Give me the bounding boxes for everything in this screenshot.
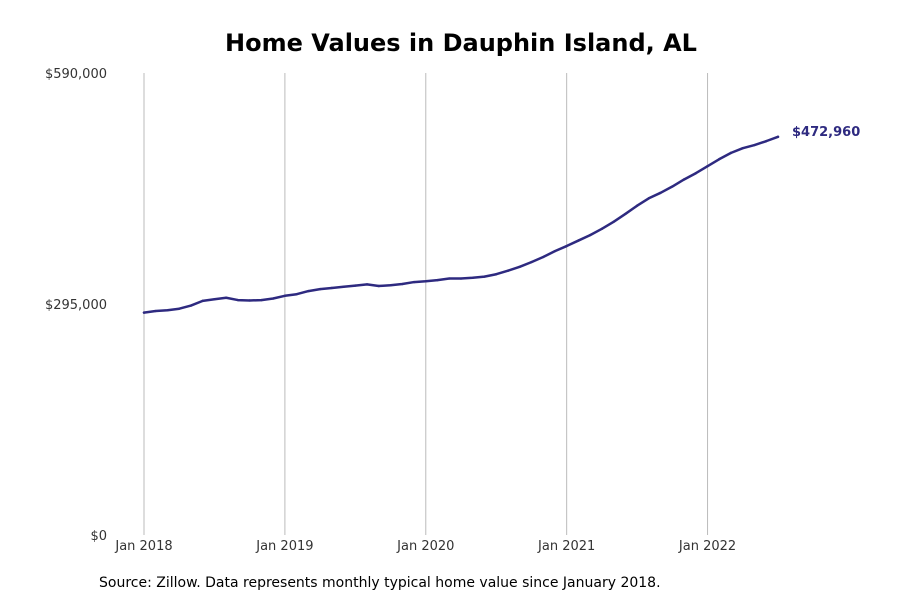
series-point [377,284,381,288]
y-tick-label: $590,000 [45,67,107,82]
series-point [506,269,510,272]
series-point [530,260,533,264]
series-point [729,151,733,155]
series-point [318,287,322,291]
y-tick-label: $295,000 [45,298,107,313]
y-axis-tick-labels: $0 $295,000 $590,000 [45,67,107,544]
series-point [459,277,463,280]
series-point [553,249,557,253]
y-tick-label: $0 [90,529,107,544]
series-point [342,285,345,288]
series-point [236,298,240,302]
series-point [389,284,392,287]
x-gridlines [143,73,709,535]
series-point [565,244,568,248]
series-point [271,297,275,300]
series-point [412,280,416,284]
series-point [283,294,287,297]
series-point [682,178,686,181]
series-point [330,286,334,290]
series-point [776,135,780,139]
series-point [635,204,639,207]
series-point [588,233,592,237]
chart-title: Home Values in Dauphin Island, AL [225,29,697,57]
series-point [671,185,674,188]
series-point [706,164,709,168]
series-point [541,255,545,259]
series-point [612,220,615,223]
series-group [142,135,780,314]
end-value-label: $472,960 [792,125,860,140]
x-tick-label: Jan 2019 [255,539,313,554]
source-note: Source: Zillow. Data represents monthly … [99,575,661,591]
series-point [154,309,157,313]
series-point [448,277,451,280]
series-point [765,139,768,143]
x-tick-label: Jan 2021 [537,539,595,554]
x-tick-label: Jan 2018 [114,539,172,554]
x-tick-label: Jan 2020 [396,539,454,554]
series-point [659,191,662,195]
series-point [307,289,310,293]
series-point [424,280,427,283]
series-point [471,276,474,279]
x-axis-tick-labels: Jan 2018 Jan 2019 Jan 2020 Jan 2021 Jan 2022 [114,539,736,554]
series-point [753,143,756,147]
series-point [166,309,169,312]
series-point [600,227,604,231]
series-point [401,282,404,286]
series-point [647,197,651,200]
series-point [436,278,439,282]
series-point [260,298,263,302]
series-point [178,307,181,310]
series-point [577,239,580,242]
series-point [201,299,204,303]
series-point [495,273,498,276]
series-point [741,146,744,150]
series-point [718,157,721,161]
series-point [624,212,627,216]
series-point [354,284,357,287]
series-point [694,172,698,175]
x-tick-label: Jan 2022 [678,539,736,554]
series-point [213,298,216,301]
series-point [483,275,486,278]
series-point [248,299,251,302]
series-point [295,293,298,296]
series-line [142,135,780,314]
series-point [142,311,146,314]
series-point [189,304,193,307]
series-point [518,265,521,269]
series-point [224,296,228,299]
series-point [365,283,369,286]
